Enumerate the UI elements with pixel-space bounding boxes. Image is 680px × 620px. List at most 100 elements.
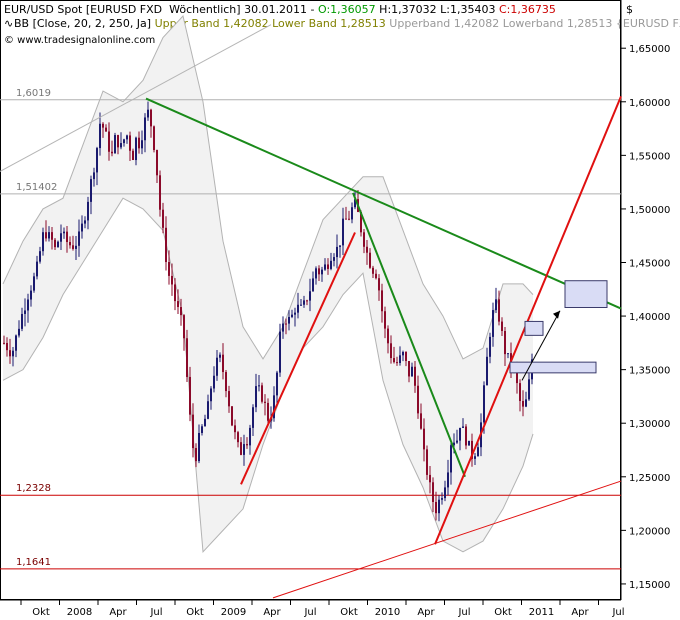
candle bbox=[267, 398, 269, 425]
candle-body bbox=[450, 445, 452, 473]
candle bbox=[459, 427, 461, 451]
band-fill bbox=[3, 16, 533, 552]
x-tick-label: 2010 bbox=[375, 607, 400, 618]
candle-body bbox=[15, 335, 17, 351]
candle-body bbox=[312, 278, 314, 292]
candle-body bbox=[168, 262, 170, 276]
x-tick-label: Jul bbox=[457, 607, 470, 618]
candle bbox=[210, 386, 212, 410]
y-tick-label: 1,25000 bbox=[629, 473, 670, 484]
candle-body bbox=[432, 482, 434, 502]
candle bbox=[318, 265, 320, 282]
candle bbox=[333, 253, 335, 267]
candle-body bbox=[213, 375, 215, 389]
candle bbox=[102, 122, 104, 138]
candle bbox=[414, 361, 416, 393]
candle-body bbox=[303, 300, 305, 305]
x-tick-label: Jul bbox=[149, 607, 162, 618]
candle-body bbox=[285, 323, 287, 325]
candle bbox=[162, 202, 164, 234]
candle-body bbox=[144, 117, 146, 141]
candle bbox=[93, 167, 95, 187]
candle bbox=[69, 236, 71, 249]
y-axis: 1,65000 1,60000 1,55000 1,50000 1,45000 1,400… bbox=[621, 44, 670, 591]
green-resistance-long bbox=[145, 97, 622, 310]
candle-body bbox=[120, 143, 122, 148]
candle-body bbox=[222, 354, 224, 373]
candle bbox=[324, 258, 326, 271]
candle bbox=[291, 309, 293, 319]
candle bbox=[54, 237, 56, 251]
candle-body bbox=[519, 383, 521, 401]
candle-body bbox=[366, 246, 368, 253]
level-label: 1,51402 bbox=[16, 182, 57, 193]
candle bbox=[282, 316, 284, 339]
candle-body bbox=[396, 362, 398, 364]
candle-body bbox=[96, 148, 98, 173]
candle bbox=[471, 433, 473, 467]
level-label: 1,6019 bbox=[16, 88, 51, 99]
candle-body bbox=[318, 268, 320, 275]
candle bbox=[204, 414, 206, 427]
x-tick-label: 2009 bbox=[221, 607, 246, 618]
bb-params: BB [Close, 20, 2, 250, Ja] bbox=[14, 17, 155, 30]
candle-body bbox=[492, 310, 494, 337]
candle bbox=[435, 491, 437, 521]
candle-body bbox=[243, 444, 245, 455]
candle bbox=[75, 235, 77, 260]
candle-body bbox=[60, 233, 62, 242]
candle bbox=[21, 307, 23, 332]
candle bbox=[279, 323, 281, 377]
candle-body bbox=[261, 385, 263, 402]
candle bbox=[261, 382, 263, 404]
candle-body bbox=[483, 385, 485, 423]
candle-body bbox=[33, 276, 35, 291]
close-value: C:1,36735 bbox=[498, 3, 556, 16]
candle bbox=[36, 255, 38, 280]
candle-body bbox=[105, 127, 107, 132]
candle bbox=[255, 373, 257, 413]
candle bbox=[447, 459, 449, 496]
candle-body bbox=[225, 372, 227, 392]
candle bbox=[108, 122, 110, 161]
open-value: O:1,36057 bbox=[318, 3, 376, 16]
candle bbox=[294, 307, 296, 327]
candle bbox=[15, 334, 17, 358]
candle-body bbox=[162, 209, 164, 228]
candle-body bbox=[186, 338, 188, 377]
x-tick-label: Jul bbox=[611, 607, 624, 618]
candle bbox=[225, 369, 227, 398]
candle-body bbox=[150, 109, 152, 127]
candle bbox=[159, 170, 161, 217]
candle-body bbox=[84, 220, 86, 224]
red-support-2009 bbox=[240, 232, 356, 485]
candle-body bbox=[405, 351, 407, 361]
box-current bbox=[509, 361, 597, 374]
upper-band-line bbox=[2, 15, 534, 360]
candle bbox=[42, 227, 44, 256]
candle-body bbox=[18, 328, 20, 336]
candle-body bbox=[54, 239, 56, 248]
candle-body bbox=[381, 290, 383, 312]
candle-body bbox=[210, 388, 212, 402]
candle-body bbox=[444, 487, 446, 499]
candle bbox=[12, 347, 14, 367]
candle-body bbox=[399, 355, 401, 363]
candle bbox=[444, 480, 446, 502]
candle bbox=[465, 424, 467, 450]
candle bbox=[342, 207, 344, 256]
candle-body bbox=[504, 331, 506, 355]
candle bbox=[153, 125, 155, 153]
candle bbox=[405, 351, 407, 367]
candle-body bbox=[30, 290, 32, 300]
candle-body bbox=[441, 498, 443, 500]
candle bbox=[114, 132, 116, 154]
candle-body bbox=[3, 342, 5, 344]
candle bbox=[381, 283, 383, 323]
arrow-head bbox=[553, 310, 560, 319]
y-tick-label: 1,55000 bbox=[629, 151, 670, 162]
candle-body bbox=[435, 501, 437, 514]
candle-body bbox=[216, 357, 218, 376]
candle bbox=[390, 335, 392, 364]
